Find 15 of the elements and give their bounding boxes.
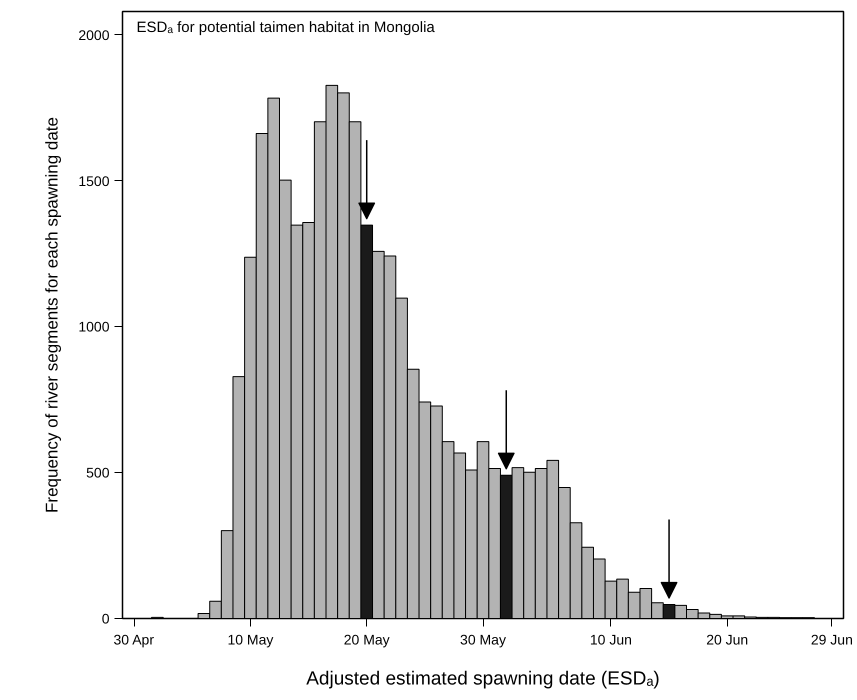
y-tick-label: 1000 bbox=[78, 318, 110, 335]
text: ESDₐ for potential taimen habitat in Mongolia bbox=[136, 18, 436, 36]
x-tick-label: 20 May bbox=[344, 632, 390, 648]
y-axis-title: Frequency of river segments for each spawning date bbox=[42, 117, 62, 513]
y-tick-label: 500 bbox=[86, 464, 110, 481]
x-tick-label: 30 May bbox=[460, 632, 506, 648]
x-tick-label: 29 Jun bbox=[810, 632, 853, 648]
x-tick-label: 10 May bbox=[227, 632, 274, 648]
y-tick-label: 2000 bbox=[78, 26, 110, 43]
x-tick-label: 10 Jun bbox=[590, 632, 632, 648]
x-tick-label: 30 Apr bbox=[114, 632, 154, 648]
y-tick-label: 1500 bbox=[78, 172, 110, 189]
x-tick-label: 20 Jun bbox=[706, 632, 748, 648]
x-axis-title: Adjusted estimated spawning date (ESDₐ) bbox=[306, 668, 660, 690]
y-tick-label: 0 bbox=[102, 610, 110, 626]
